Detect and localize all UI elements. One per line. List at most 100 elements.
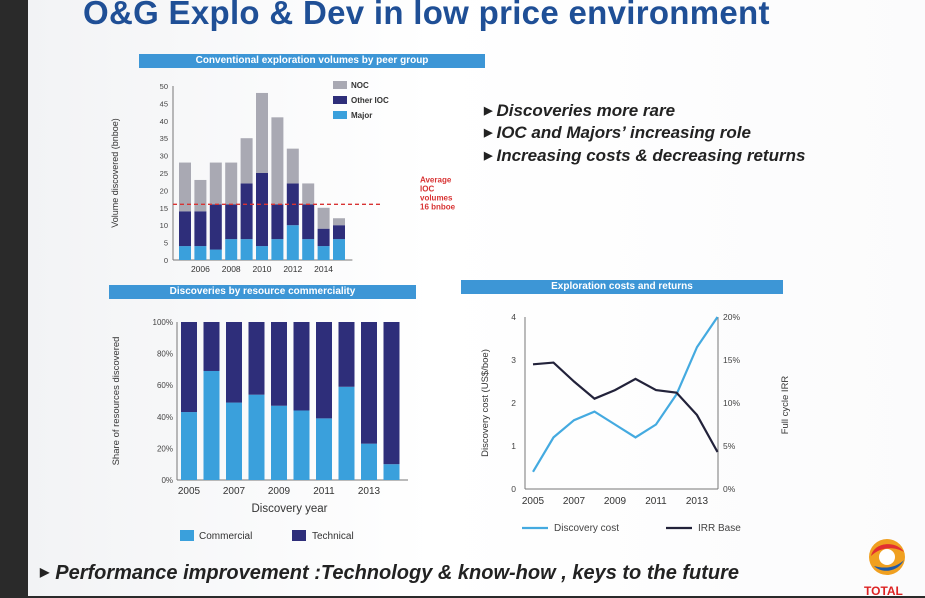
chart1-legend-swatch xyxy=(333,96,347,104)
chart2-bar-technical xyxy=(203,322,220,371)
chart1-bar-other-ioc xyxy=(333,225,345,240)
chart1-bar-noc xyxy=(209,162,222,205)
chart1-bar-major xyxy=(317,246,330,260)
chart2-legend-swatch xyxy=(292,530,306,541)
chart1-bar-major xyxy=(209,249,222,260)
chart2-bar-commercial xyxy=(383,464,400,480)
chart2-bar-commercial xyxy=(203,370,220,480)
chart1-bar-major xyxy=(286,225,299,260)
bullet-2: ▶ IOC and Majors’ increasing role xyxy=(484,123,751,142)
chart1-y-tick: 20 xyxy=(160,186,168,195)
chart3-x-tick: 2011 xyxy=(645,496,667,507)
chart1-bar-major xyxy=(256,246,268,260)
chart1-average-label: IOC xyxy=(420,184,434,193)
chart1-x-tick: 2010 xyxy=(253,264,272,274)
chart1-bar-other-ioc xyxy=(317,228,330,247)
chart3-line-irr-base xyxy=(532,361,719,453)
chart2-x-tick: 2009 xyxy=(268,486,291,497)
chart2-y-tick: 80% xyxy=(157,350,173,359)
chart2-y-tick: 40% xyxy=(157,413,173,422)
chart3-costs-returns: 0 1 2 3 4 0% 5% 10% 15% 20% 2005 2007 2009 2011 2013 Di… xyxy=(480,312,791,534)
chart3-legend-label: IRR Base xyxy=(698,523,741,534)
chart2-bar-commercial xyxy=(338,386,355,480)
chart1-average-label: 16 bnboe xyxy=(420,202,456,211)
chart1-bar-major xyxy=(225,239,238,260)
chart1-volumes: 0 5 10 15 20 25 30 35 40 45 50 2006 2008 2010 2012 2014… xyxy=(110,81,456,274)
chart1-bar-major xyxy=(271,239,284,260)
chart2-bar-technical xyxy=(383,322,400,465)
chart2-x-tick: 2007 xyxy=(223,486,246,497)
chart1-bar-noc xyxy=(179,162,191,212)
chart1-legend-label: NOC xyxy=(351,81,369,90)
chart3-y-tick: 1 xyxy=(511,441,516,451)
chart1-bar-other-ioc xyxy=(302,204,315,240)
chart2-bar-commercial xyxy=(271,405,287,480)
footer-bullet: ▶ Performance improvement :Technology & k… xyxy=(40,562,740,584)
chart1-average-label: volumes xyxy=(420,193,453,202)
chart1-bar-major xyxy=(302,239,315,260)
bullet-3: ▶ Increasing costs & decreasing returns xyxy=(484,146,806,165)
chart3-line-discovery-cost xyxy=(532,316,719,473)
chart1-average-label: Average xyxy=(420,175,452,184)
chart2-bar-technical xyxy=(293,322,310,411)
chart2-bar-commercial xyxy=(181,412,197,480)
bullet-1-text: Discoveries more rare xyxy=(496,101,676,120)
chart1-bar-noc xyxy=(286,148,299,184)
chart2-x-tick: 2011 xyxy=(313,486,335,497)
chart3-y2-tick: 5% xyxy=(723,441,736,451)
chart1-y-tick: 10 xyxy=(160,221,168,230)
chart3-x-tick: 2009 xyxy=(604,496,627,507)
chart1-y-tick: 25 xyxy=(160,169,168,178)
chart1-bar-noc xyxy=(317,207,330,229)
chart2-legend-swatch xyxy=(180,530,194,541)
chart2-commerciality: 0% 20% 40% 60% 80% 100% 2005 2007 2009 2011 2013 Di… xyxy=(111,318,408,542)
chart3-y2-tick: 10% xyxy=(723,398,740,408)
bullet-2-text: IOC and Majors’ increasing role xyxy=(496,123,751,142)
chart3-y-tick: 4 xyxy=(511,312,516,322)
chart3-y-label: Discovery cost (US$/boe) xyxy=(480,349,491,457)
chart1-bar-major xyxy=(179,246,191,260)
chart1-x-tick: 2014 xyxy=(314,264,333,274)
chart2-y-tick: 20% xyxy=(157,444,173,453)
chart1-legend-label: Other IOC xyxy=(351,96,389,105)
chart2-bar-technical xyxy=(271,322,287,406)
chart3-y-tick: 0 xyxy=(511,484,516,494)
chart2-bar-technical xyxy=(361,322,377,444)
chart1-bar-noc xyxy=(194,179,207,212)
total-logo-icon xyxy=(869,539,905,575)
chart3-title: Exploration costs and returns xyxy=(461,280,783,294)
chart1-bar-noc xyxy=(256,92,268,173)
chart1-legend-label: Major xyxy=(351,111,372,120)
chart3-x-tick: 2007 xyxy=(563,496,586,507)
chart2-bar-commercial xyxy=(248,394,265,480)
chart3-y2-tick: 20% xyxy=(723,312,740,322)
chart1-legend-swatch xyxy=(333,111,347,119)
bullet-3-text: Increasing costs & decreasing returns xyxy=(496,146,806,165)
chart1-bar-other-ioc xyxy=(194,211,207,247)
slide-title: O&G Explo & Dev in low price environment xyxy=(83,0,770,31)
chart2-bar-technical xyxy=(248,322,265,395)
chart2-title: Discoveries by resource commerciality xyxy=(109,285,416,299)
chart2-bar-commercial xyxy=(293,410,310,480)
chart1-y-tick: 30 xyxy=(160,152,168,161)
chart2-y-label: Share of resources discovered xyxy=(111,337,122,466)
chart1-bar-other-ioc xyxy=(240,183,253,240)
logo-text: TOTAL xyxy=(864,584,903,598)
chart2-bar-technical xyxy=(226,322,242,403)
chart1-bar-noc xyxy=(240,138,253,184)
chart1-y-tick: 35 xyxy=(160,134,168,143)
chart1-y-tick: 50 xyxy=(160,82,168,91)
chart2-legend-label: Commercial xyxy=(199,531,252,542)
chart2-bar-commercial xyxy=(361,443,377,480)
chart2-y-tick: 100% xyxy=(153,318,173,327)
chart1-bar-major xyxy=(240,239,253,260)
chart2-bar-commercial xyxy=(226,402,242,480)
chart1-y-label: Volume discovered (bnboe) xyxy=(110,118,120,228)
chart1-bar-other-ioc xyxy=(209,204,222,250)
chart3-legend-label: Discovery cost xyxy=(554,523,619,534)
chart3-y2-tick: 15% xyxy=(723,355,740,365)
chart2-x-tick: 2013 xyxy=(358,486,381,497)
chart1-bar-noc xyxy=(302,183,315,205)
chart1-bar-major xyxy=(194,246,207,260)
chart3-y2-tick: 0% xyxy=(723,484,736,494)
